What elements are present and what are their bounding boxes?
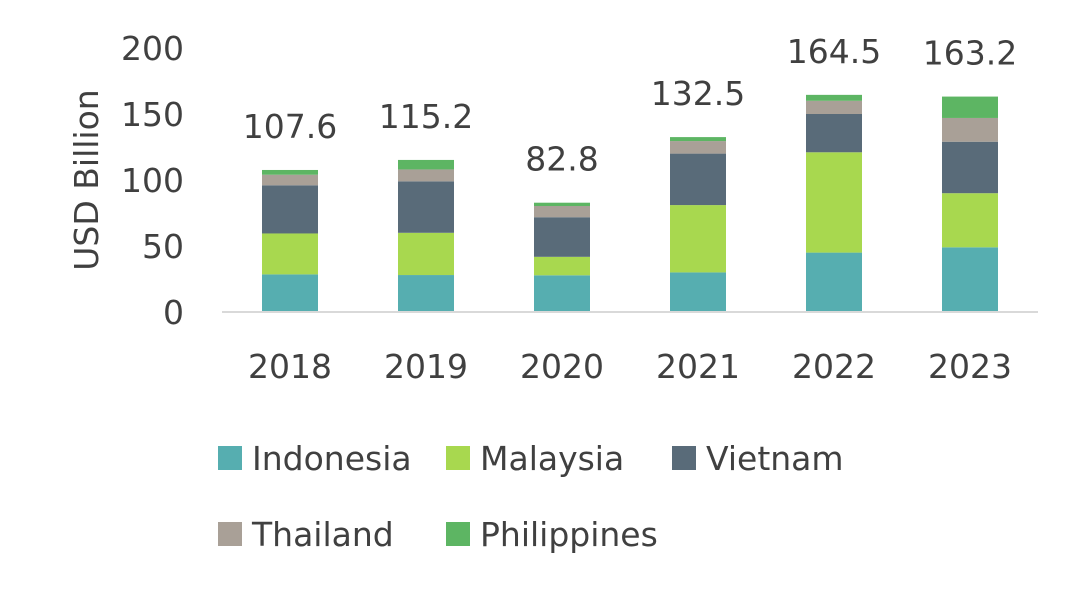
total-label: 163.2 bbox=[923, 34, 1017, 73]
bar-segment-malaysia-2022 bbox=[806, 152, 862, 253]
bar-segment-indonesia-2022 bbox=[806, 252, 862, 312]
y-tick-label: 200 bbox=[121, 29, 184, 68]
bar-segment-vietnam-2021 bbox=[670, 153, 726, 206]
legend-label-philippines: Philippines bbox=[480, 515, 658, 554]
total-label: 82.8 bbox=[525, 140, 598, 179]
bar-segment-philippines-2018 bbox=[262, 169, 318, 175]
bar-segment-philippines-2021 bbox=[670, 137, 726, 142]
bar-segment-philippines-2022 bbox=[806, 94, 862, 101]
bar-segment-vietnam-2019 bbox=[398, 181, 454, 233]
bar-segment-vietnam-2022 bbox=[806, 114, 862, 153]
bar-segment-philippines-2023 bbox=[942, 96, 998, 118]
bar-segment-vietnam-2023 bbox=[942, 141, 998, 194]
bars bbox=[262, 94, 998, 312]
total-labels: 107.6 115.2 82.8 132.5 164.5 163.2 bbox=[243, 32, 1017, 179]
bar-segment-indonesia-2019 bbox=[398, 275, 454, 312]
bar-segment-malaysia-2020 bbox=[534, 256, 590, 276]
bar-segment-malaysia-2023 bbox=[942, 193, 998, 248]
total-label: 164.5 bbox=[787, 32, 881, 71]
legend-swatch-indonesia bbox=[218, 446, 242, 470]
x-tick-label: 2021 bbox=[656, 347, 740, 386]
bar-segment-philippines-2019 bbox=[398, 159, 454, 170]
legend-label-malaysia: Malaysia bbox=[480, 439, 624, 478]
bar-segment-thailand-2022 bbox=[806, 100, 862, 114]
total-label: 107.6 bbox=[243, 107, 337, 146]
legend-label-indonesia: Indonesia bbox=[252, 439, 412, 478]
y-axis-ticks: 0 50 100 150 200 bbox=[121, 29, 184, 332]
y-tick-label: 100 bbox=[121, 161, 184, 200]
bar-segment-thailand-2023 bbox=[942, 117, 998, 142]
bar-segment-indonesia-2021 bbox=[670, 272, 726, 312]
y-tick-label: 0 bbox=[163, 293, 184, 332]
x-axis-ticks: 2018 2019 2020 2021 2022 2023 bbox=[248, 347, 1012, 386]
legend-swatch-malaysia bbox=[446, 446, 470, 470]
bar-segment-thailand-2019 bbox=[398, 169, 454, 182]
legend-swatch-vietnam bbox=[672, 446, 696, 470]
x-tick-label: 2022 bbox=[792, 347, 876, 386]
bar-segment-vietnam-2018 bbox=[262, 185, 318, 234]
bar-segment-philippines-2020 bbox=[534, 202, 590, 207]
legend-label-vietnam: Vietnam bbox=[706, 439, 844, 478]
bar-segment-malaysia-2021 bbox=[670, 205, 726, 273]
x-tick-label: 2019 bbox=[384, 347, 468, 386]
legend-swatch-thailand bbox=[218, 522, 242, 546]
y-axis-label: USD Billion bbox=[67, 89, 106, 270]
bar-segment-malaysia-2018 bbox=[262, 233, 318, 275]
legend-label-thailand: Thailand bbox=[251, 515, 394, 554]
x-tick-label: 2023 bbox=[928, 347, 1012, 386]
legend-swatch-philippines bbox=[446, 522, 470, 546]
bar-segment-indonesia-2018 bbox=[262, 274, 318, 312]
y-tick-label: 50 bbox=[142, 227, 184, 266]
bar-segment-thailand-2021 bbox=[670, 141, 726, 154]
total-label: 132.5 bbox=[651, 74, 745, 113]
bar-segment-thailand-2020 bbox=[534, 206, 590, 218]
y-tick-label: 150 bbox=[121, 95, 184, 134]
legend: Indonesia Malaysia Vietnam Thailand Philippi… bbox=[218, 439, 844, 554]
total-label: 115.2 bbox=[379, 97, 473, 136]
x-tick-label: 2018 bbox=[248, 347, 332, 386]
bar-segment-indonesia-2023 bbox=[942, 247, 998, 312]
bar-segment-malaysia-2019 bbox=[398, 232, 454, 276]
bar-segment-vietnam-2020 bbox=[534, 217, 590, 257]
x-tick-label: 2020 bbox=[520, 347, 604, 386]
bar-segment-indonesia-2020 bbox=[534, 275, 590, 312]
bar-segment-thailand-2018 bbox=[262, 174, 318, 186]
